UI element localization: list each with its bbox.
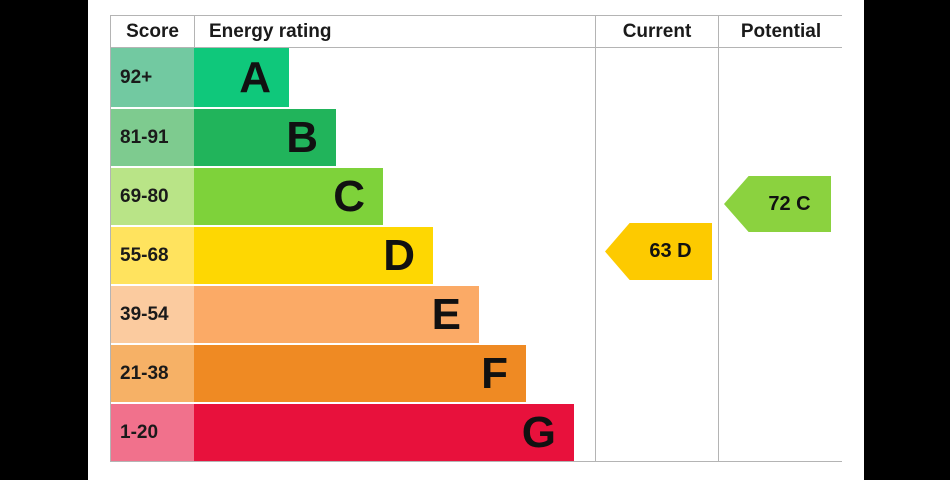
energy-rating-cell: E [194, 284, 595, 343]
energy-rating-cell: B [194, 107, 595, 166]
band-row: 81-91 B [111, 107, 843, 166]
current-cell [595, 166, 718, 225]
band-letter: F [481, 348, 508, 398]
band-bar: G [194, 402, 574, 461]
band-bar: B [194, 107, 336, 166]
score-range-label: 39-54 [111, 284, 194, 343]
band-letter: D [383, 230, 415, 280]
band-letter: A [239, 52, 271, 102]
score-range-label: 92+ [111, 48, 194, 107]
band-row: 39-54 E [111, 284, 843, 343]
score-column-header: Score [111, 16, 194, 47]
band-letter: G [521, 407, 556, 457]
potential-rating-arrow: 72 C [724, 176, 831, 232]
chart-panel: Score Energy rating Current Potential 92… [88, 0, 864, 480]
potential-cell [718, 343, 843, 402]
rating-bands-body: 92+ A 81-91 B 69-80 C 55-68 [111, 48, 843, 461]
band-row: 92+ A [111, 48, 843, 107]
band-letter: B [286, 112, 318, 162]
band-bar: A [194, 48, 289, 107]
potential-rating-label: 72 C [768, 192, 811, 215]
table-header-row: Score Energy rating Current Potential [111, 16, 843, 48]
current-cell [595, 284, 718, 343]
score-range-label: 1-20 [111, 402, 194, 461]
band-bar: D [194, 225, 433, 284]
current-rating-arrow: 63 D [605, 223, 712, 280]
epc-rating-table: Score Energy rating Current Potential 92… [110, 15, 843, 462]
band-bar: C [194, 166, 383, 225]
potential-cell [718, 107, 843, 166]
score-range-label: 55-68 [111, 225, 194, 284]
potential-cell [718, 48, 843, 107]
score-range-label: 69-80 [111, 166, 194, 225]
score-range-label: 81-91 [111, 107, 194, 166]
potential-column-header: Potential [718, 16, 843, 47]
band-bar: E [194, 284, 479, 343]
current-cell [595, 343, 718, 402]
energy-rating-cell: F [194, 343, 595, 402]
energy-rating-column-header: Energy rating [194, 16, 595, 47]
band-letter: E [431, 289, 461, 339]
current-cell [595, 402, 718, 461]
energy-rating-cell: C [194, 166, 595, 225]
current-cell [595, 107, 718, 166]
band-row: 55-68 D [111, 225, 843, 284]
current-rating-label: 63 D [649, 240, 692, 262]
band-row: 1-20 G [111, 402, 843, 461]
energy-rating-cell: D [194, 225, 595, 284]
band-row: 21-38 F [111, 343, 843, 402]
energy-rating-cell: A [194, 48, 595, 107]
energy-rating-cell: G [194, 402, 595, 461]
score-range-label: 21-38 [111, 343, 194, 402]
potential-cell [718, 284, 843, 343]
band-bar: F [194, 343, 526, 402]
potential-cell [718, 225, 843, 284]
current-cell [595, 48, 718, 107]
current-column-header: Current [595, 16, 718, 47]
potential-cell [718, 402, 843, 461]
band-letter: C [333, 171, 365, 221]
